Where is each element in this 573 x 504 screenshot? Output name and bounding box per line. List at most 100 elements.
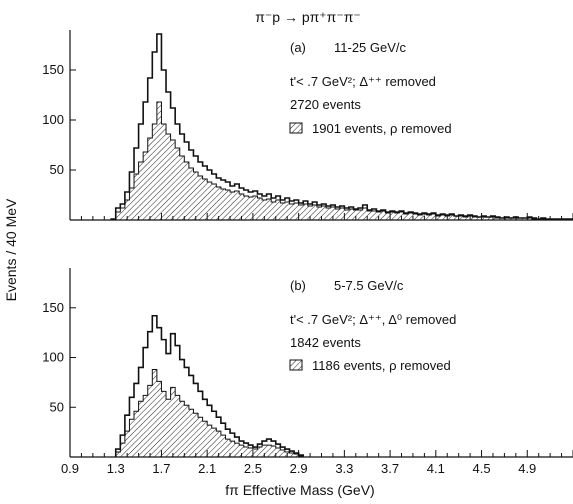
panel-a-hatched-bar <box>230 192 235 220</box>
panel-b-energy: 5-7.5 GeV/c <box>334 278 404 293</box>
panel-a-hatched-bar <box>504 218 509 220</box>
panel-a-hatched-bar <box>243 196 249 220</box>
panel-b-xtick-label: 2.9 <box>290 461 308 476</box>
panel-b-hatched-bar <box>124 431 130 457</box>
panel-b-xtick-label: 4.9 <box>518 461 536 476</box>
panel-a-hatched-bar <box>403 214 409 220</box>
panel-b-hatched-bar <box>179 401 185 457</box>
panel-b-hatched-bar <box>234 443 240 457</box>
panel-a-hatched-bar <box>211 184 217 220</box>
panel-b-hatched-bar <box>147 385 153 457</box>
panel-b-hatched-bar <box>230 441 235 457</box>
panel-a-hatched-bar <box>161 124 167 220</box>
panel-a-hatched-bar <box>422 214 427 220</box>
panel-a-hatched-bar <box>312 205 317 220</box>
panel-a-hatched-bar <box>426 215 432 220</box>
panel-b-hatched-bar <box>143 395 148 457</box>
panel-a-hatched-bar <box>275 200 281 220</box>
panel-a-hatched-bar <box>330 207 336 220</box>
panel-a-open-histogram <box>110 33 573 220</box>
figure-title: π⁻p → pπ⁺π⁻π⁻ <box>255 9 361 25</box>
panel-a-hatched-bar <box>129 188 135 220</box>
panel-b-legend-label: 1186 events, ρ removed <box>312 358 451 373</box>
panel-a-hatched-bar <box>444 216 450 220</box>
panel-a-hatched-bar <box>262 200 267 220</box>
panel-a-hatched-bar <box>513 218 519 220</box>
panel-b-hatched-bar <box>202 421 208 457</box>
panel-b-hatched-bar <box>152 369 157 457</box>
panel-b-hatched-bar <box>289 453 295 457</box>
panel-a-hatched-bar <box>175 148 180 220</box>
panel-a-hatched-bar <box>252 196 258 220</box>
panel-a-hatched-bar <box>472 217 477 220</box>
panel-a-hatched-bar <box>408 213 413 220</box>
panel-a-ytick-label: 50 <box>50 162 64 177</box>
panel-b-hatched-bar <box>175 395 180 457</box>
panel-a-hatched-bar <box>225 190 231 220</box>
panel-a-hatched-bar <box>367 211 372 220</box>
panel-b-hatched-bar <box>271 446 276 457</box>
panel-b-xtick-label: 3.7 <box>381 461 399 476</box>
panel-a-hatched-bar <box>193 172 199 220</box>
panel-a-hatched-bar <box>321 206 327 220</box>
panel-a-hatched-bar <box>399 212 404 220</box>
panel-b-hatched-bar <box>207 425 212 457</box>
panel-b-hatched-bar <box>134 411 139 457</box>
panel-a-hatched-bar <box>353 210 359 220</box>
panel-a-hatched-bar <box>184 162 189 220</box>
panel-a-hatched-bar <box>143 152 148 220</box>
panel-b-ytick-label: 100 <box>42 350 64 365</box>
panel-a-hatched-bar <box>289 204 295 220</box>
panel-a-hatched-bar <box>385 213 391 220</box>
panel-a-hatched-bar <box>499 218 505 220</box>
panel-b-hatched-bar <box>198 417 203 457</box>
panel-b-xtick-label: 3.3 <box>335 461 353 476</box>
panel-b-ytick-label: 50 <box>50 399 64 414</box>
panel-a-hatched-bar <box>280 203 285 220</box>
panel-b-hatched-bar <box>120 443 125 457</box>
panel-a-energy: 11-25 GeV/c <box>334 40 407 55</box>
panel-a-hatched-bar <box>124 200 130 220</box>
panel-b-hatched-bar <box>243 447 249 457</box>
panel-a-hatched-bar <box>518 218 523 220</box>
panel-b-hatched-bar <box>262 445 267 457</box>
panel-a-hatched-bar <box>239 194 244 220</box>
panel-b-hatched-bar <box>161 391 167 457</box>
panel-a-hatched-bar <box>417 215 423 220</box>
panel-b-hatched-bar <box>248 448 253 457</box>
panel-a-hatched-bar <box>134 174 139 220</box>
panel-b-hatched-bar <box>220 435 226 457</box>
panel-a-hatched-bar <box>358 210 363 220</box>
panel-b-cut: t'< .7 GeV²; Δ⁺⁺, Δ⁰ removed <box>290 312 456 327</box>
panel-a-hatched-bar <box>298 205 304 220</box>
panel-b-hatched-bar <box>275 448 281 457</box>
panel-b-hatched-bar <box>216 431 221 457</box>
panel-a-hatched-bar <box>284 202 290 220</box>
panel-a-hatched-bar <box>156 102 162 220</box>
panel-a-hatched-bar <box>476 217 482 220</box>
panel-b-hatched-bar <box>284 452 290 457</box>
panel-b-hatched-bar <box>266 445 272 457</box>
panel-a-hatched-bar <box>179 156 185 220</box>
panel-b-xtick-label: 0.9 <box>61 461 79 476</box>
panel-b-hatched-bar <box>257 447 263 457</box>
plot-layer: 50 100 150 50 100 150 0.9 1.3 1.7 2.1 2.5 2.9 3.3 3.7… <box>42 30 573 476</box>
panel-b-legend-swatch <box>289 359 303 371</box>
panel-a-events: 2720 events <box>290 97 361 112</box>
panel-a-hatched-bar <box>431 214 436 220</box>
panel-a-hatched-bar <box>207 182 212 220</box>
panel-a-hatched-bar <box>266 199 272 220</box>
panel-a-hatched-bar <box>412 214 418 220</box>
panel-a-hatched-bar <box>481 217 487 220</box>
panel-b-hatched-histogram-outline <box>115 368 304 457</box>
panel-a-label: (a) <box>290 40 306 55</box>
panel-a-legend-swatch <box>289 122 303 134</box>
panel-b-label: (b) <box>290 278 306 293</box>
panel-a-hatched-bar <box>449 215 455 220</box>
x-axis-label: fπ Effective Mass (GeV) <box>225 482 374 498</box>
panel-a-hatched-bar <box>271 202 276 220</box>
panel-a-hatched-bar <box>527 218 532 220</box>
panel-a-hatched-bar <box>307 206 313 220</box>
panel-a-hatched-bar <box>371 211 377 220</box>
